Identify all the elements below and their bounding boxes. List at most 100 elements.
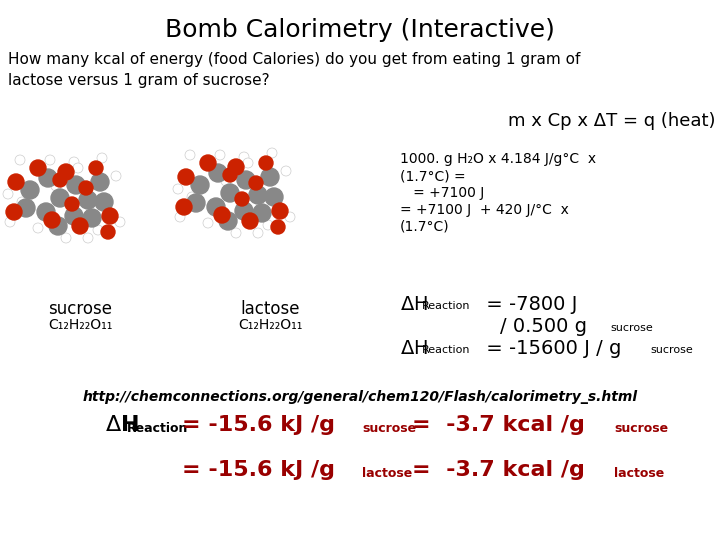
Circle shape xyxy=(265,188,283,206)
Text: =  -3.7 kcal /g: = -3.7 kcal /g xyxy=(412,460,585,480)
Text: sucrose: sucrose xyxy=(362,422,416,435)
Circle shape xyxy=(203,218,213,228)
Circle shape xyxy=(49,217,67,235)
Circle shape xyxy=(89,161,103,175)
Circle shape xyxy=(69,157,79,167)
Circle shape xyxy=(39,171,49,181)
Text: Reaction: Reaction xyxy=(422,301,470,311)
Circle shape xyxy=(285,212,295,222)
Circle shape xyxy=(200,155,216,171)
Text: = -7800 J: = -7800 J xyxy=(480,295,577,314)
Circle shape xyxy=(187,192,197,202)
Circle shape xyxy=(95,193,113,211)
Circle shape xyxy=(235,202,253,220)
Text: = -15600 J / g: = -15600 J / g xyxy=(480,339,621,358)
Circle shape xyxy=(209,166,219,176)
Circle shape xyxy=(223,168,237,182)
Circle shape xyxy=(83,209,101,227)
Circle shape xyxy=(253,228,263,238)
Circle shape xyxy=(53,173,67,187)
Circle shape xyxy=(207,198,225,216)
Circle shape xyxy=(215,150,225,160)
Text: m x Cp x ΔT = q (heat): m x Cp x ΔT = q (heat) xyxy=(508,112,715,130)
Circle shape xyxy=(178,169,194,185)
Circle shape xyxy=(37,203,55,221)
Circle shape xyxy=(6,204,22,220)
Circle shape xyxy=(39,169,57,187)
Text: sucrose: sucrose xyxy=(610,323,653,333)
Circle shape xyxy=(281,166,291,176)
Circle shape xyxy=(79,181,93,195)
Text: http://chemconnections.org/general/chem120/Flash/calorimetry_s.html: http://chemconnections.org/general/chem1… xyxy=(82,390,638,404)
Text: = +7100 J  + 420 J/°C  x: = +7100 J + 420 J/°C x xyxy=(400,203,569,217)
Circle shape xyxy=(228,159,244,175)
Circle shape xyxy=(17,199,35,217)
Circle shape xyxy=(102,208,118,224)
Circle shape xyxy=(73,163,83,173)
Circle shape xyxy=(45,155,55,165)
Circle shape xyxy=(221,184,239,202)
Circle shape xyxy=(209,164,227,182)
Text: = -15.6 kJ /g: = -15.6 kJ /g xyxy=(182,460,335,480)
Circle shape xyxy=(253,204,271,222)
Text: lactose: lactose xyxy=(240,300,300,318)
Circle shape xyxy=(30,160,46,176)
Text: C₁₂H₂₂O₁₁: C₁₂H₂₂O₁₁ xyxy=(238,318,302,332)
Circle shape xyxy=(17,197,27,207)
Circle shape xyxy=(65,197,79,211)
Circle shape xyxy=(79,191,97,209)
Text: Reaction: Reaction xyxy=(422,345,470,355)
Text: lactose: lactose xyxy=(614,467,665,480)
Circle shape xyxy=(271,220,285,234)
Circle shape xyxy=(176,199,192,215)
Text: = +7100 J: = +7100 J xyxy=(400,186,485,200)
Text: (1.7°C) =: (1.7°C) = xyxy=(400,169,466,183)
Circle shape xyxy=(72,218,88,234)
Circle shape xyxy=(187,194,205,212)
Circle shape xyxy=(219,212,237,230)
Text: $\Delta$H: $\Delta$H xyxy=(105,415,139,435)
Circle shape xyxy=(97,153,107,163)
Circle shape xyxy=(3,189,13,199)
Circle shape xyxy=(249,176,263,190)
Circle shape xyxy=(235,192,249,206)
Circle shape xyxy=(15,155,25,165)
Circle shape xyxy=(261,168,279,186)
Text: Bomb Calorimetry (Interactive): Bomb Calorimetry (Interactive) xyxy=(165,18,555,42)
Circle shape xyxy=(101,225,115,239)
Circle shape xyxy=(21,181,39,199)
Text: Reaction: Reaction xyxy=(127,422,189,435)
Circle shape xyxy=(191,176,209,194)
Text: How many kcal of energy (food Calories) do you get from eating 1 gram of
lactose: How many kcal of energy (food Calories) … xyxy=(8,52,580,88)
Circle shape xyxy=(65,207,83,225)
Circle shape xyxy=(242,213,258,229)
Circle shape xyxy=(61,233,71,243)
Circle shape xyxy=(173,184,183,194)
Text: sucrose: sucrose xyxy=(48,300,112,318)
Circle shape xyxy=(175,212,185,222)
Circle shape xyxy=(115,217,125,227)
Circle shape xyxy=(243,158,253,168)
Circle shape xyxy=(272,203,288,219)
Circle shape xyxy=(5,217,15,227)
Circle shape xyxy=(259,156,273,170)
Circle shape xyxy=(44,212,60,228)
Circle shape xyxy=(33,223,43,233)
Circle shape xyxy=(267,148,277,158)
Text: = -15.6 kJ /g: = -15.6 kJ /g xyxy=(182,415,335,435)
Text: / 0.500 g: / 0.500 g xyxy=(500,317,587,336)
Text: C₁₂H₂₂O₁₁: C₁₂H₂₂O₁₁ xyxy=(48,318,112,332)
Text: =  -3.7 kcal /g: = -3.7 kcal /g xyxy=(412,415,585,435)
Circle shape xyxy=(221,176,231,186)
Text: lactose: lactose xyxy=(362,467,413,480)
Circle shape xyxy=(185,150,195,160)
Circle shape xyxy=(111,171,121,181)
Text: 1000. g H₂O x 4.184 J/g°C  x: 1000. g H₂O x 4.184 J/g°C x xyxy=(400,152,596,166)
Text: sucrose: sucrose xyxy=(614,422,668,435)
Circle shape xyxy=(91,173,109,191)
Circle shape xyxy=(93,225,103,235)
Circle shape xyxy=(67,176,85,194)
Circle shape xyxy=(58,164,74,180)
Text: (1.7°C): (1.7°C) xyxy=(400,220,449,234)
Text: $\Delta$H: $\Delta$H xyxy=(400,295,428,314)
